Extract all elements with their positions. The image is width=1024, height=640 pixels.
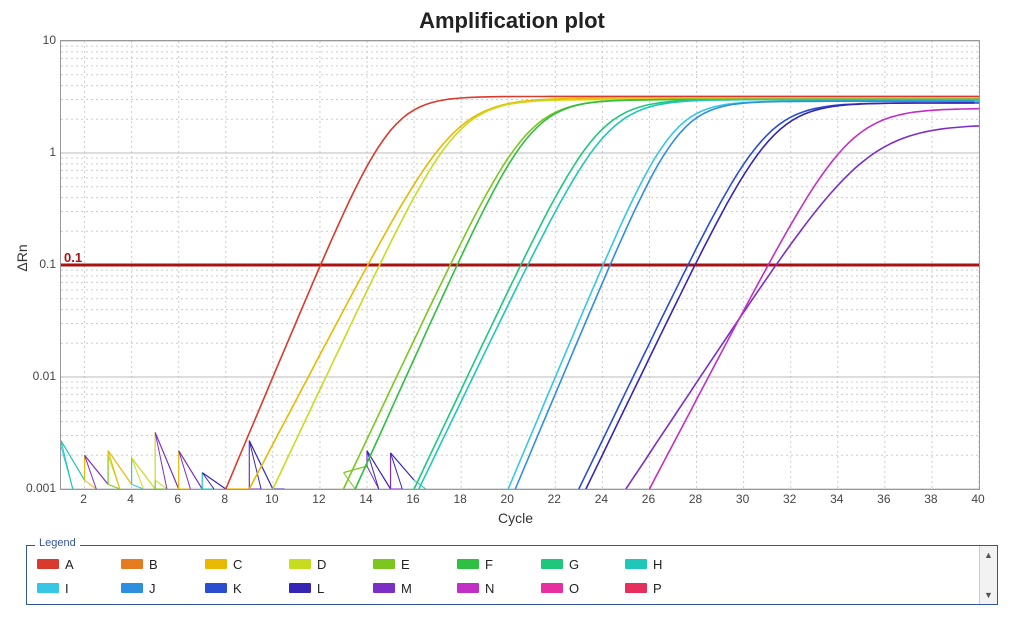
- legend-item-B[interactable]: B: [121, 557, 181, 572]
- scroll-up-icon[interactable]: ▲: [984, 550, 993, 560]
- y-axis-label: ΔRn: [14, 238, 30, 278]
- y-tick-label: 0.01: [16, 369, 56, 383]
- legend-label: H: [653, 557, 662, 572]
- legend-swatch: [373, 583, 395, 593]
- legend-label: N: [485, 581, 494, 596]
- legend-label: I: [65, 581, 69, 596]
- legend-label: K: [233, 581, 242, 596]
- scroll-down-icon[interactable]: ▼: [984, 590, 993, 600]
- x-tick-label: 28: [689, 492, 702, 506]
- legend-item-K[interactable]: K: [205, 581, 265, 596]
- legend-swatch: [205, 583, 227, 593]
- legend-item-N[interactable]: N: [457, 581, 517, 596]
- x-axis-label: Cycle: [498, 510, 533, 526]
- y-tick-label: 1: [16, 145, 56, 159]
- legend-swatch: [37, 559, 59, 569]
- legend-item-F[interactable]: F: [457, 557, 517, 572]
- legend-label: M: [401, 581, 412, 596]
- x-tick-label: 12: [312, 492, 325, 506]
- legend-scrollbar[interactable]: ▲ ▼: [979, 546, 997, 604]
- legend-panel: Legend ABCDEFGHIJKLMNOP ▲ ▼: [26, 545, 998, 605]
- chart-title: Amplification plot: [0, 0, 1024, 34]
- legend-swatch: [457, 583, 479, 593]
- chart-svg: [61, 41, 979, 489]
- x-tick-label: 32: [783, 492, 796, 506]
- chart-plot-area: [60, 40, 980, 490]
- legend-swatch: [205, 559, 227, 569]
- legend-item-H[interactable]: H: [625, 557, 685, 572]
- legend-item-M[interactable]: M: [373, 581, 433, 596]
- legend-label: O: [569, 581, 579, 596]
- legend-label: C: [233, 557, 242, 572]
- legend-item-E[interactable]: E: [373, 557, 433, 572]
- legend-label: F: [485, 557, 493, 572]
- x-tick-label: 38: [924, 492, 937, 506]
- y-tick-label: 0.001: [16, 481, 56, 495]
- legend-title: Legend: [35, 537, 80, 549]
- y-tick-label: 10: [16, 33, 56, 47]
- legend-swatch: [541, 583, 563, 593]
- legend-swatch: [625, 583, 647, 593]
- x-tick-label: 14: [359, 492, 372, 506]
- legend-label: J: [149, 581, 156, 596]
- legend-item-L[interactable]: L: [289, 581, 349, 596]
- legend-swatch: [289, 583, 311, 593]
- legend-item-O[interactable]: O: [541, 581, 601, 596]
- legend-swatch: [121, 583, 143, 593]
- legend-label: P: [653, 581, 662, 596]
- x-tick-label: 26: [642, 492, 655, 506]
- legend-swatch: [541, 559, 563, 569]
- x-tick-label: 22: [548, 492, 561, 506]
- x-tick-label: 30: [736, 492, 749, 506]
- legend-label: A: [65, 557, 74, 572]
- x-tick-label: 4: [127, 492, 134, 506]
- x-tick-label: 20: [501, 492, 514, 506]
- x-tick-label: 36: [877, 492, 890, 506]
- legend-swatch: [289, 559, 311, 569]
- legend-item-G[interactable]: G: [541, 557, 601, 572]
- legend-label: B: [149, 557, 158, 572]
- legend-swatch: [457, 559, 479, 569]
- legend-swatch: [625, 559, 647, 569]
- legend-label: G: [569, 557, 579, 572]
- legend-item-J[interactable]: J: [121, 581, 181, 596]
- threshold-label: 0.1: [64, 250, 82, 265]
- x-tick-label: 40: [971, 492, 984, 506]
- legend-swatch: [37, 583, 59, 593]
- legend-swatch: [373, 559, 395, 569]
- legend-item-I[interactable]: I: [37, 581, 97, 596]
- legend-item-P[interactable]: P: [625, 581, 685, 596]
- x-tick-label: 16: [406, 492, 419, 506]
- legend-item-C[interactable]: C: [205, 557, 265, 572]
- legend-item-A[interactable]: A: [37, 557, 97, 572]
- x-tick-label: 24: [595, 492, 608, 506]
- legend-items: A B C D E F G H I J K L M N O P: [37, 552, 967, 600]
- x-tick-label: 34: [830, 492, 843, 506]
- x-tick-label: 10: [265, 492, 278, 506]
- legend-label: L: [317, 581, 324, 596]
- x-tick-label: 18: [453, 492, 466, 506]
- x-tick-label: 6: [174, 492, 181, 506]
- legend-item-D[interactable]: D: [289, 557, 349, 572]
- legend-label: D: [317, 557, 326, 572]
- x-tick-label: 2: [80, 492, 87, 506]
- x-tick-label: 8: [221, 492, 228, 506]
- legend-swatch: [121, 559, 143, 569]
- legend-label: E: [401, 557, 410, 572]
